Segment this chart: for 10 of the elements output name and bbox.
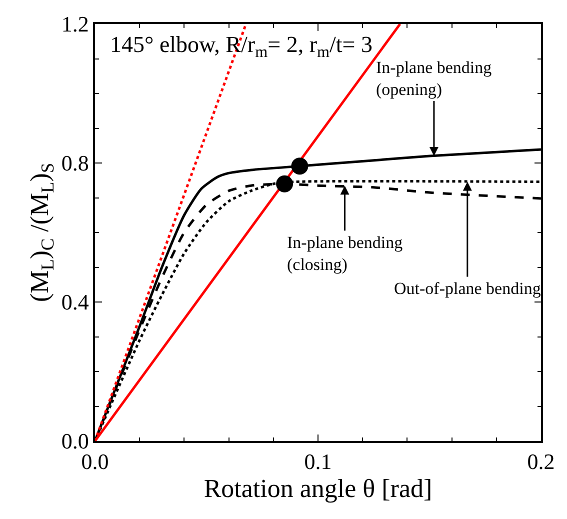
annotation: In-plane bending (opening) — [376, 58, 492, 100]
y-tick-label: 1.2 — [61, 12, 89, 37]
x-tick-label: 0.2 — [527, 449, 555, 474]
annotation: In-plane bending (closing) — [287, 233, 404, 274]
annotation: 145° elbow, R/r$_{m}$= 2, r$_{m}$/t= 3 — [110, 32, 373, 61]
y-tick-label: 0.4 — [61, 290, 89, 315]
y-tick-label: 0.8 — [61, 150, 89, 176]
annotation: Out-of-plane bending — [394, 279, 542, 298]
x-tick-label: 0.1 — [304, 449, 332, 474]
x-axis-title: Rotation angle θ [rad] — [204, 474, 432, 504]
